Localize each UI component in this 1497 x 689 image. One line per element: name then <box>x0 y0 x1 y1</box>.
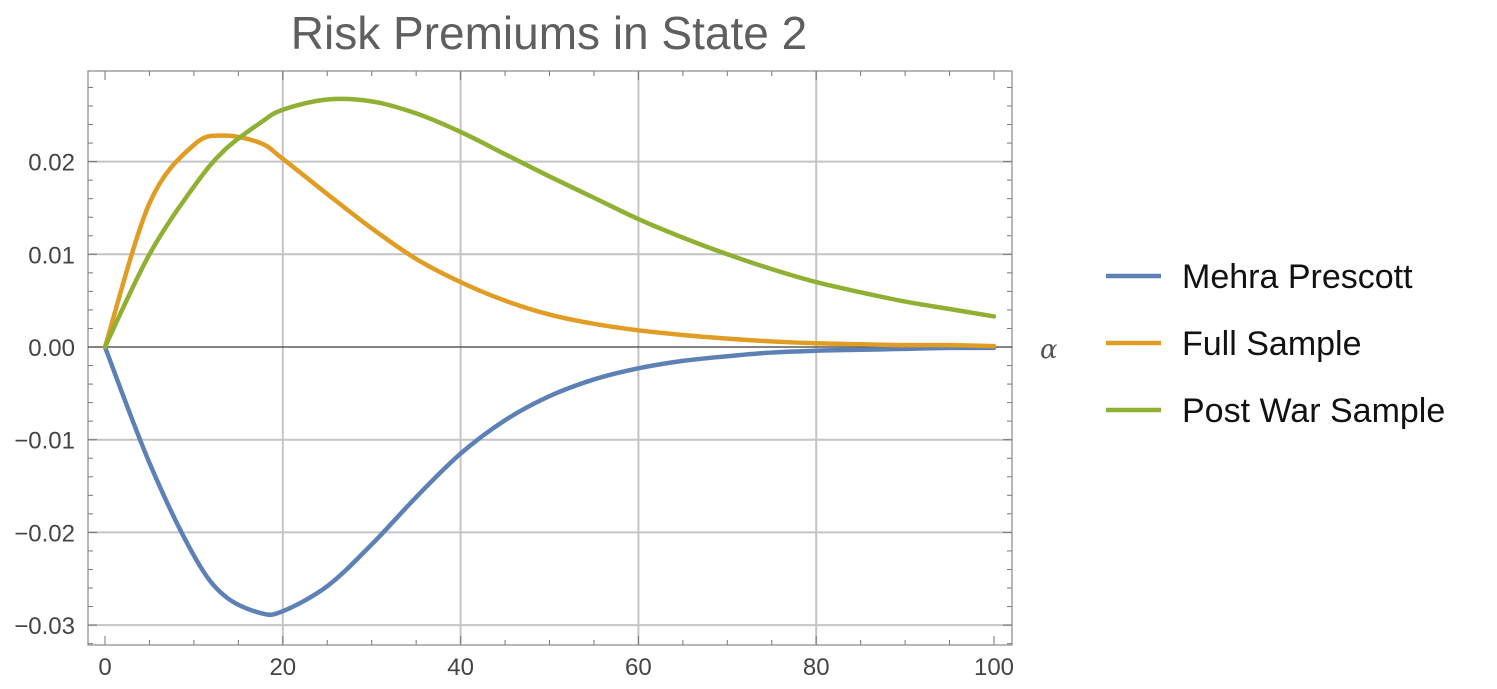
legend-label-mehra-prescott: Mehra Prescott <box>1182 258 1413 296</box>
series-line-mehra-prescott <box>102 344 997 618</box>
x-axis-tick-labels: 0 20 40 60 80 100 <box>98 654 1014 681</box>
y-axis-tick-labels: −0.03 −0.02 −0.01 0.00 0.01 0.02 <box>14 150 75 640</box>
y-tick-label: −0.03 <box>14 613 75 640</box>
grid-lines <box>88 71 1012 645</box>
legend-label-full-sample: Full Sample <box>1182 325 1362 363</box>
y-tick-label: −0.01 <box>14 428 75 455</box>
y-tick-label: 0.01 <box>28 242 75 269</box>
x-tick-label: 80 <box>803 654 830 681</box>
chart-title: Risk Premiums in State 2 <box>291 7 807 59</box>
legend-label-post-war-sample: Post War Sample <box>1182 392 1445 430</box>
axis-ticks <box>88 71 1012 645</box>
y-tick-label: 0.02 <box>28 150 75 177</box>
x-tick-label: 60 <box>625 654 652 681</box>
plot-frame <box>87 70 1013 646</box>
x-axis-label: α <box>1040 335 1058 365</box>
y-tick-label: 0.00 <box>28 335 75 362</box>
series-line-post-war-sample <box>102 96 997 350</box>
x-tick-label: 100 <box>974 654 1014 681</box>
legend: Mehra Prescott Full Sample Post War Sample <box>1106 258 1445 430</box>
x-tick-label: 40 <box>447 654 474 681</box>
y-tick-label: −0.02 <box>14 520 75 547</box>
x-tick-label: 20 <box>269 654 296 681</box>
x-tick-label: 0 <box>98 654 111 681</box>
series-lines <box>102 96 997 618</box>
series-line-full-sample <box>102 133 997 350</box>
